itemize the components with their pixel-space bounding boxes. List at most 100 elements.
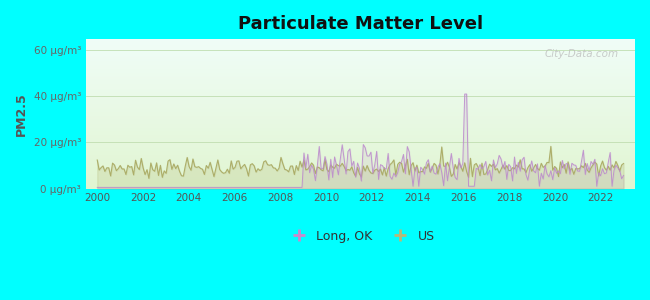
Bar (86, 172, 635, 173)
Legend: Long, OK, US: Long, OK, US (281, 225, 439, 248)
Bar (86, 80, 635, 81)
Bar (86, 182, 635, 183)
Bar (86, 74, 635, 75)
Bar (86, 117, 635, 118)
Bar (86, 180, 635, 181)
Bar (86, 85, 635, 86)
Bar (86, 167, 635, 168)
Bar (86, 68, 635, 69)
Bar (86, 39, 635, 40)
Bar (86, 99, 635, 100)
Bar (86, 54, 635, 55)
Bar (86, 108, 635, 109)
Bar (86, 84, 635, 85)
Bar (86, 168, 635, 169)
Bar (86, 143, 635, 144)
Bar (86, 149, 635, 150)
Bar (86, 43, 635, 44)
Bar (86, 128, 635, 129)
Bar (86, 137, 635, 138)
Bar (86, 104, 635, 105)
Bar (86, 42, 635, 43)
Bar (86, 51, 635, 52)
Bar (86, 119, 635, 120)
Bar (86, 61, 635, 62)
Bar (86, 160, 635, 161)
Bar (86, 127, 635, 128)
Bar (86, 136, 635, 137)
Bar (86, 159, 635, 160)
Bar (86, 170, 635, 171)
Bar (86, 82, 635, 83)
Bar (86, 132, 635, 133)
Bar (86, 162, 635, 163)
Bar (86, 153, 635, 154)
Bar (86, 93, 635, 94)
Bar (86, 179, 635, 180)
Bar (86, 175, 635, 176)
Bar (86, 147, 635, 148)
Bar (86, 55, 635, 56)
Bar (86, 70, 635, 71)
Bar (86, 102, 635, 103)
Bar (86, 65, 635, 66)
Bar (86, 63, 635, 64)
Bar (86, 48, 635, 49)
Bar (86, 173, 635, 174)
Bar (86, 96, 635, 97)
Bar (86, 186, 635, 187)
Bar (86, 165, 635, 166)
Bar (86, 41, 635, 42)
Bar (86, 131, 635, 132)
Bar (86, 52, 635, 53)
Bar (86, 62, 635, 63)
Bar (86, 113, 635, 114)
Title: Particulate Matter Level: Particulate Matter Level (238, 15, 483, 33)
Bar (86, 138, 635, 139)
Bar (86, 174, 635, 175)
Bar (86, 106, 635, 107)
Bar (86, 107, 635, 108)
Bar (86, 72, 635, 73)
Bar (86, 166, 635, 167)
Bar (86, 105, 635, 106)
Bar (86, 92, 635, 93)
Bar (86, 40, 635, 41)
Bar (86, 176, 635, 177)
Bar (86, 178, 635, 179)
Bar (86, 64, 635, 65)
Bar (86, 118, 635, 119)
Bar (86, 130, 635, 131)
Bar (86, 126, 635, 127)
Bar (86, 140, 635, 141)
Bar (86, 60, 635, 61)
Bar (86, 150, 635, 151)
Bar (86, 158, 635, 159)
Bar (86, 58, 635, 59)
Bar (86, 45, 635, 46)
Bar (86, 91, 635, 92)
Bar (86, 71, 635, 72)
Bar (86, 122, 635, 123)
Bar (86, 144, 635, 145)
Bar (86, 56, 635, 57)
Bar (86, 110, 635, 111)
Bar (86, 146, 635, 147)
Bar (86, 94, 635, 95)
Bar (86, 123, 635, 124)
Bar (86, 46, 635, 47)
Bar (86, 116, 635, 117)
Bar (86, 151, 635, 152)
Bar (86, 121, 635, 122)
Bar (86, 163, 635, 164)
Bar (86, 73, 635, 74)
Bar (86, 187, 635, 188)
Bar (86, 145, 635, 146)
Bar (86, 97, 635, 98)
Bar (86, 77, 635, 78)
Bar (86, 44, 635, 45)
Bar (86, 183, 635, 184)
Bar (86, 148, 635, 149)
Bar (86, 177, 635, 178)
Bar (86, 154, 635, 155)
